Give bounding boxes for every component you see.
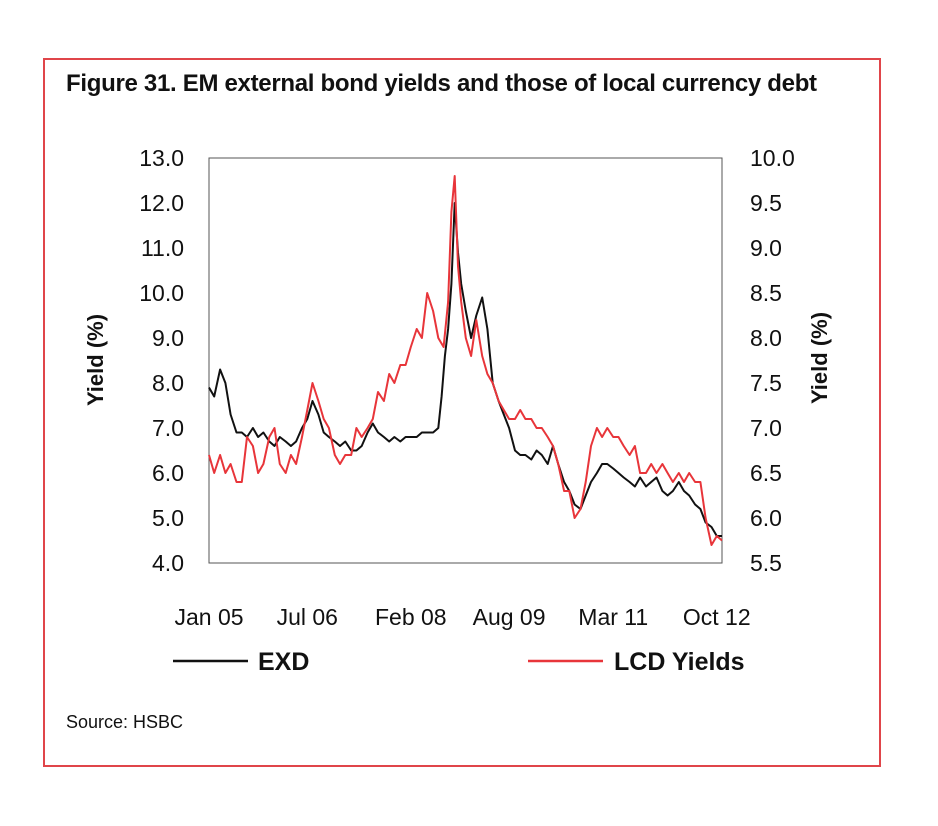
x-tick-label: Feb 08 xyxy=(375,604,447,630)
right-tick-label: 5.5 xyxy=(750,550,782,576)
right-tick-label: 7.0 xyxy=(750,415,782,441)
series-line-exd xyxy=(208,202,722,537)
right-tick-label: 7.5 xyxy=(750,370,782,396)
left-axis-ticks: 13.0 12.0 11.0 10.0 9.0 8.0 7.0 6.0 5.0 4.0 xyxy=(139,145,184,576)
x-tick-label: Jul 06 xyxy=(277,604,338,630)
left-tick-label: 8.0 xyxy=(152,370,184,396)
x-axis-ticks: Jan 05 Jul 06 Feb 08 Aug 09 Mar 11 Oct 12 xyxy=(174,604,750,630)
left-tick-label: 6.0 xyxy=(152,460,184,486)
left-tick-label: 7.0 xyxy=(152,415,184,441)
x-tick-label: Oct 12 xyxy=(683,604,751,630)
left-tick-label: 12.0 xyxy=(139,190,184,216)
x-tick-label: Jan 05 xyxy=(174,604,243,630)
legend-label: EXD xyxy=(258,648,309,676)
left-tick-label: 13.0 xyxy=(139,145,184,171)
right-tick-label: 8.0 xyxy=(750,325,782,351)
right-tick-label: 6.5 xyxy=(750,460,782,486)
left-tick-label: 4.0 xyxy=(152,550,184,576)
x-tick-label: Aug 09 xyxy=(473,604,546,630)
left-tick-label: 9.0 xyxy=(152,325,184,351)
legend: EXD LCD Yields xyxy=(173,648,745,676)
figure-title: Figure 31. EM external bond yields and t… xyxy=(66,70,817,97)
source-note: Source: HSBC xyxy=(66,712,184,732)
series-group xyxy=(208,175,723,546)
left-tick-label: 5.0 xyxy=(152,505,184,531)
series-line-lcd-yields xyxy=(208,175,723,546)
right-tick-label: 9.0 xyxy=(750,235,782,261)
figure-frame xyxy=(43,58,881,767)
legend-label: LCD Yields xyxy=(614,648,745,676)
right-tick-label: 10.0 xyxy=(750,145,795,171)
left-tick-label: 11.0 xyxy=(141,235,184,261)
right-axis-title: Yield (%) xyxy=(807,312,832,404)
right-axis-ticks: 10.0 9.5 9.0 8.5 8.0 7.5 7.0 6.5 6.0 5.5 xyxy=(750,145,795,576)
right-tick-label: 9.5 xyxy=(750,190,782,216)
right-tick-label: 8.5 xyxy=(750,280,782,306)
plot-area xyxy=(208,157,723,564)
left-axis-title: Yield (%) xyxy=(83,314,108,406)
left-tick-label: 10.0 xyxy=(139,280,184,306)
right-tick-label: 6.0 xyxy=(750,505,782,531)
x-tick-label: Mar 11 xyxy=(578,604,648,630)
